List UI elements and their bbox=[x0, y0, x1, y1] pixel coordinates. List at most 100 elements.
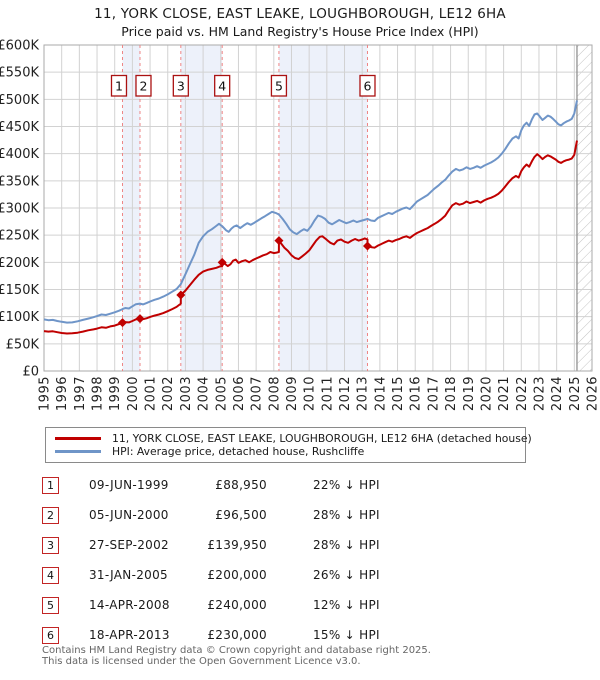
license-footer: Contains HM Land Registry data © Crown c… bbox=[42, 645, 431, 667]
x-tick-label: 2022 bbox=[515, 376, 530, 411]
sale-vs-hpi: 28% ↓ HPI bbox=[313, 508, 380, 522]
page-title: 11, YORK CLOSE, EAST LEAKE, LOUGHBOROUGH… bbox=[94, 6, 506, 22]
x-tick-label: 2024 bbox=[550, 376, 565, 411]
x-tick-label: 2025 bbox=[568, 376, 583, 411]
sale-marker-box-5 bbox=[270, 74, 288, 97]
sale-point-2 bbox=[135, 314, 145, 324]
x-tick-label: 1998 bbox=[91, 376, 106, 411]
x-tick-label: 2002 bbox=[161, 376, 176, 411]
x-tick-label: 2021 bbox=[497, 376, 512, 411]
x-tick-label: 2018 bbox=[444, 376, 459, 411]
x-tick-label: 2017 bbox=[426, 376, 441, 411]
sale-row-2: 2 05-JUN-2000 £96,500 28% ↓ HPI bbox=[0, 507, 600, 525]
x-tick-label: 2015 bbox=[391, 376, 406, 411]
sale-vs-hpi: 28% ↓ HPI bbox=[313, 538, 380, 552]
sale-date: 31-JAN-2005 bbox=[89, 568, 168, 582]
x-tick-label: 2000 bbox=[126, 376, 141, 411]
footer-line-1: Contains HM Land Registry data © Crown c… bbox=[42, 645, 431, 656]
sale-marker-box-2 bbox=[135, 74, 152, 97]
price-history-chart: 1 2 3 4 5 6 £0 £50K £100K £150K £200K £250K £300K £35… bbox=[0, 39, 600, 412]
sale-number-badge: 2 bbox=[42, 507, 59, 524]
sale-point-5 bbox=[274, 236, 284, 246]
sale-point-1 bbox=[117, 318, 127, 328]
sale-date: 14-APR-2008 bbox=[89, 598, 170, 612]
sale-vs-hpi: 15% ↓ HPI bbox=[313, 628, 380, 642]
x-tick-label: 2013 bbox=[356, 376, 371, 411]
legend-label-hpi: HPI: Average price, detached house, Rush… bbox=[112, 445, 365, 458]
sale-price: £230,000 bbox=[207, 628, 267, 642]
x-tick-label: 2001 bbox=[144, 376, 159, 411]
price-line-swatch bbox=[55, 437, 101, 440]
y-tick-label: £0 bbox=[22, 365, 39, 380]
x-tick-label: 1995 bbox=[38, 376, 53, 411]
sale-point-6 bbox=[362, 241, 372, 251]
x-tick-label: 2019 bbox=[462, 376, 477, 411]
sale-row-5: 5 14-APR-2008 £240,000 12% ↓ HPI bbox=[0, 597, 600, 615]
sale-date: 18-APR-2013 bbox=[89, 628, 170, 642]
sale-marker-box-4 bbox=[214, 74, 231, 97]
sale-row-4: 4 31-JAN-2005 £200,000 26% ↓ HPI bbox=[0, 567, 600, 585]
x-tick-label: 2004 bbox=[197, 376, 212, 411]
y-tick-label: £400K bbox=[0, 147, 39, 162]
legend-label-price: 11, YORK CLOSE, EAST LEAKE, LOUGHBOROUGH… bbox=[112, 432, 532, 445]
sale-date: 09-JUN-1999 bbox=[89, 478, 169, 492]
sale-price: £139,950 bbox=[207, 538, 267, 552]
sale-number-badge: 1 bbox=[42, 477, 59, 494]
y-tick-label: £350K bbox=[0, 174, 39, 189]
sale-marker-label-5: 5 bbox=[275, 79, 283, 94]
sale-price: £200,000 bbox=[207, 568, 267, 582]
x-tick-label: 2005 bbox=[214, 376, 229, 411]
sale-price: £88,950 bbox=[215, 478, 267, 492]
y-tick-label: £550K bbox=[0, 66, 39, 81]
hpi-line-swatch bbox=[55, 450, 101, 453]
x-tick-label: 2020 bbox=[479, 376, 494, 411]
sale-row-1: 1 09-JUN-1999 £88,950 22% ↓ HPI bbox=[0, 477, 600, 495]
sale-number-badge: 6 bbox=[42, 627, 59, 644]
y-tick-label: £600K bbox=[0, 39, 39, 54]
sale-date: 05-JUN-2000 bbox=[89, 508, 169, 522]
footer-line-2: This data is licensed under the Open Gov… bbox=[42, 655, 361, 667]
y-tick-label: £100K bbox=[0, 310, 39, 325]
y-tick-label: £250K bbox=[0, 229, 39, 244]
x-tick-label: 1996 bbox=[55, 376, 70, 411]
sale-point-4 bbox=[217, 257, 227, 267]
sale-price: £240,000 bbox=[207, 598, 267, 612]
y-tick-label: £450K bbox=[0, 120, 39, 135]
sale-date: 27-SEP-2002 bbox=[89, 538, 169, 552]
sale-marker-box-1 bbox=[110, 74, 128, 97]
y-tick-label: £150K bbox=[0, 283, 39, 298]
x-tick-label: 2003 bbox=[179, 376, 194, 411]
sale-number-badge: 3 bbox=[42, 537, 59, 554]
hpi-line bbox=[43, 100, 578, 324]
x-tick-label: 2008 bbox=[267, 376, 282, 411]
x-tick-label: 2010 bbox=[303, 376, 318, 411]
x-tick-label: 2011 bbox=[320, 376, 335, 411]
y-tick-label: £200K bbox=[0, 256, 39, 271]
legend-item-hpi: HPI: Average price, detached house, Rush… bbox=[55, 445, 525, 458]
sale-vs-hpi: 12% ↓ HPI bbox=[313, 598, 380, 612]
sale-number-badge: 5 bbox=[42, 597, 59, 614]
sale-marker-box-6 bbox=[359, 74, 376, 97]
x-tick-label: 2009 bbox=[285, 376, 300, 411]
sale-marker-label-1: 1 bbox=[115, 79, 123, 94]
page-subtitle: Price paid vs. HM Land Registry's House … bbox=[121, 24, 479, 39]
sale-row-3: 3 27-SEP-2002 £139,950 28% ↓ HPI bbox=[0, 537, 600, 555]
sale-vs-hpi: 26% ↓ HPI bbox=[313, 568, 380, 582]
sale-number-badge: 4 bbox=[42, 567, 59, 584]
y-tick-label: £300K bbox=[0, 202, 39, 217]
x-tick-label: 2014 bbox=[373, 376, 388, 411]
sale-price: £96,500 bbox=[215, 508, 267, 522]
chart-legend: 11, YORK CLOSE, EAST LEAKE, LOUGHBOROUGH… bbox=[45, 427, 532, 463]
x-tick-label: 2012 bbox=[338, 376, 353, 411]
y-tick-label: £50K bbox=[6, 337, 40, 352]
x-tick-label: 2007 bbox=[250, 376, 265, 411]
sale-marker-label-4: 4 bbox=[218, 79, 226, 94]
x-tick-label: 2016 bbox=[409, 376, 424, 411]
legend-item-price: 11, YORK CLOSE, EAST LEAKE, LOUGHBOROUGH… bbox=[55, 432, 532, 445]
plot-border bbox=[43, 44, 593, 372]
sale-point-3 bbox=[176, 290, 186, 300]
sale-marker-label-2: 2 bbox=[140, 79, 148, 94]
x-tick-label: 2026 bbox=[586, 376, 600, 411]
sale-marker-label-3: 3 bbox=[177, 79, 185, 94]
